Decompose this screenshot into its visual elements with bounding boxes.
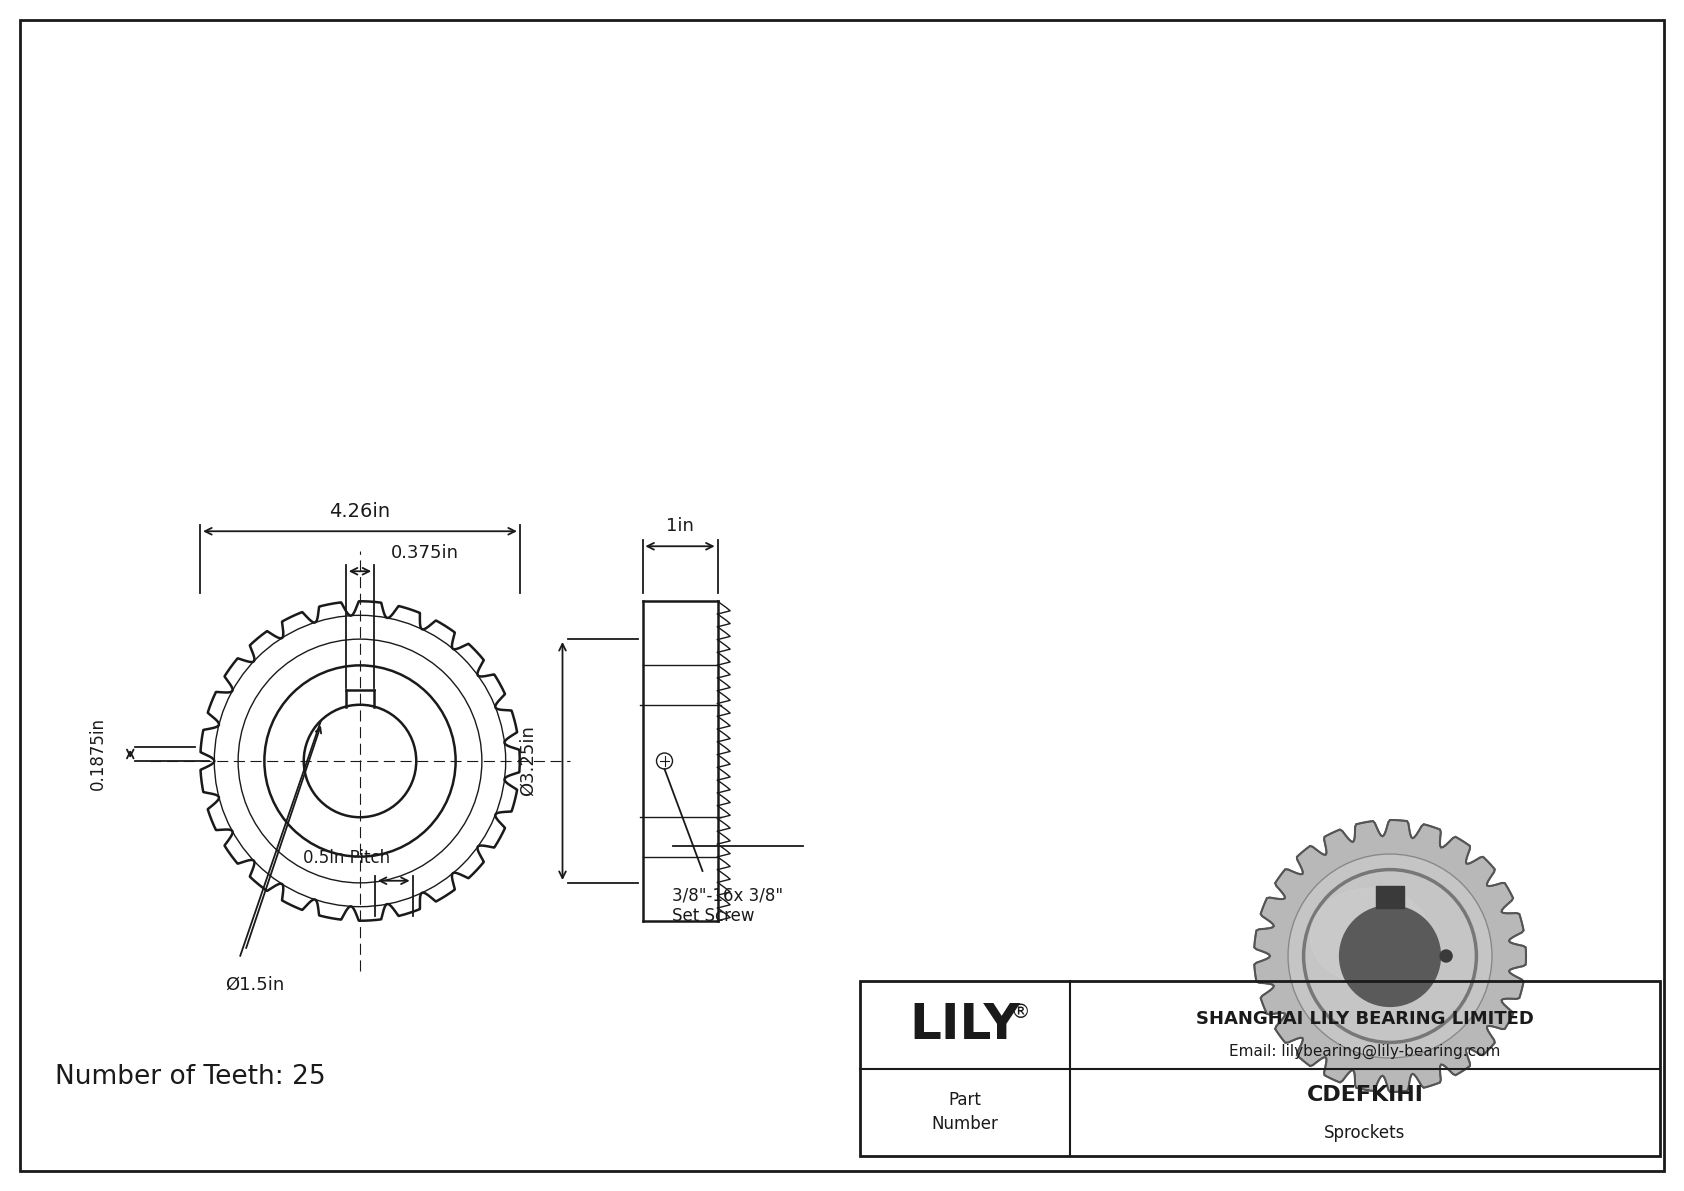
Text: Email: lilybearing@lily-bearing.com: Email: lilybearing@lily-bearing.com [1229,1043,1500,1059]
Text: Sprockets: Sprockets [1324,1124,1406,1142]
Bar [1376,886,1404,908]
Text: 0.375in: 0.375in [391,544,460,562]
Circle shape [1440,950,1452,962]
Ellipse shape [1310,888,1430,984]
Circle shape [1288,854,1492,1058]
Text: SHANGHAI LILY BEARING LIMITED: SHANGHAI LILY BEARING LIMITED [1196,1010,1534,1029]
Circle shape [1339,905,1440,1006]
Polygon shape [1255,819,1526,1092]
Text: ®: ® [1010,1003,1031,1022]
Text: Ø1.5in: Ø1.5in [226,975,285,993]
Bar [861,981,1660,1156]
Text: Part
Number: Part Number [931,1091,999,1133]
Text: Ø3.25in: Ø3.25in [519,725,537,797]
Text: 0.1875in: 0.1875in [89,717,108,791]
Text: 4.26in: 4.26in [330,501,391,520]
Text: Number of Teeth: 25: Number of Teeth: 25 [56,1065,325,1090]
Text: 1in: 1in [667,517,694,535]
Text: LILY: LILY [909,1000,1021,1049]
Text: 0.5in Pitch: 0.5in Pitch [303,849,391,867]
Text: CDEFKIHI: CDEFKIHI [1307,1085,1423,1105]
Text: 3/8"-16x 3/8"
Set Screw: 3/8"-16x 3/8" Set Screw [672,886,783,924]
